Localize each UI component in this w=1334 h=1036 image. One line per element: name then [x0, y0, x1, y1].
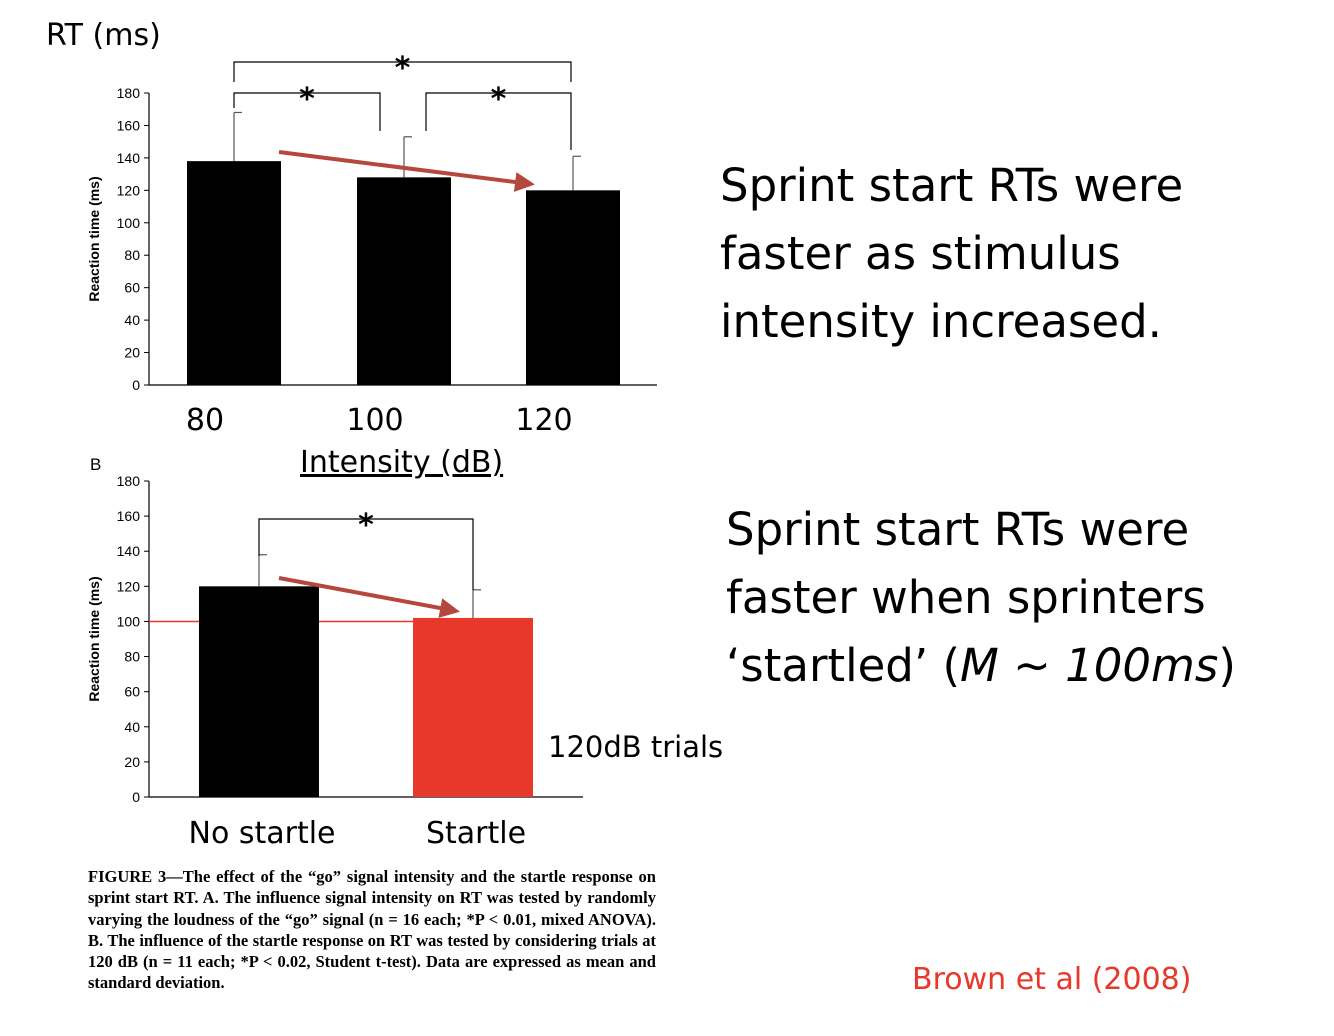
y-tick-label: 140 — [117, 150, 141, 166]
y-axis-title: Reaction time (ms) — [86, 576, 102, 701]
x-tick-label: 100 — [346, 403, 403, 438]
y-tick-label: 20 — [124, 754, 140, 770]
bar — [187, 161, 281, 385]
significance-star: * — [491, 82, 507, 117]
panel-b-label: B — [90, 455, 102, 474]
takeaway-intensity: Sprint start RTs were faster as stimulus… — [720, 159, 1184, 348]
x-axis-title-a: Intensity (dB) — [300, 445, 504, 480]
y-tick-label: 180 — [117, 85, 141, 101]
takeaway-startle-text: Sprint start RTs were faster when sprint… — [726, 503, 1206, 692]
y-tick-label: 80 — [124, 649, 140, 665]
y-tick-label: 40 — [124, 719, 140, 735]
y-tick-label: 160 — [117, 117, 141, 133]
x-tick-label: 120 — [515, 403, 572, 438]
y-tick-label: 100 — [117, 215, 141, 231]
x-tick-label: 80 — [186, 403, 224, 438]
takeaway-startle: Sprint start RTs were faster when sprint… — [726, 496, 1326, 700]
significance-star: * — [395, 51, 411, 86]
y-axis-title: Reaction time (ms) — [86, 176, 102, 301]
figure-caption: FIGURE 3—The effect of the “go” signal i… — [88, 867, 656, 993]
y-tick-label: 120 — [117, 578, 141, 594]
significance-star: * — [299, 82, 315, 117]
y-tick-label: 80 — [124, 247, 140, 263]
y-unit-label: RT (ms) — [46, 18, 161, 53]
takeaway-startle-end: ) — [1218, 639, 1236, 692]
significance-star: * — [358, 508, 374, 543]
x-tick-label: Startle — [426, 816, 526, 851]
trend-arrow — [278, 576, 460, 618]
y-tick-label: 20 — [124, 345, 140, 361]
bar — [413, 617, 533, 797]
x-tick-label: No startle — [189, 816, 336, 851]
takeaway-startle-mean: M ~ 100ms — [960, 639, 1219, 692]
y-tick-label: 160 — [117, 508, 141, 524]
significance-bracket — [425, 92, 572, 150]
significance-bracket — [233, 61, 572, 82]
trend-arrow — [278, 150, 535, 192]
y-tick-label: 0 — [132, 377, 140, 393]
bar — [526, 190, 620, 385]
y-tick-label: 60 — [124, 684, 140, 700]
bar — [357, 177, 451, 385]
bar — [199, 586, 319, 797]
y-tick-label: 180 — [117, 473, 141, 489]
significance-bracket — [233, 92, 381, 131]
citation: Brown et al (2008) — [912, 962, 1192, 997]
y-tick-label: 60 — [124, 280, 140, 296]
significance-bracket — [258, 518, 474, 590]
y-tick-label: 100 — [117, 613, 141, 629]
y-tick-label: 0 — [132, 789, 140, 805]
y-tick-label: 40 — [124, 312, 140, 328]
y-tick-label: 140 — [117, 543, 141, 559]
y-tick-label: 120 — [117, 182, 141, 198]
trials-note: 120dB trials — [548, 730, 724, 764]
